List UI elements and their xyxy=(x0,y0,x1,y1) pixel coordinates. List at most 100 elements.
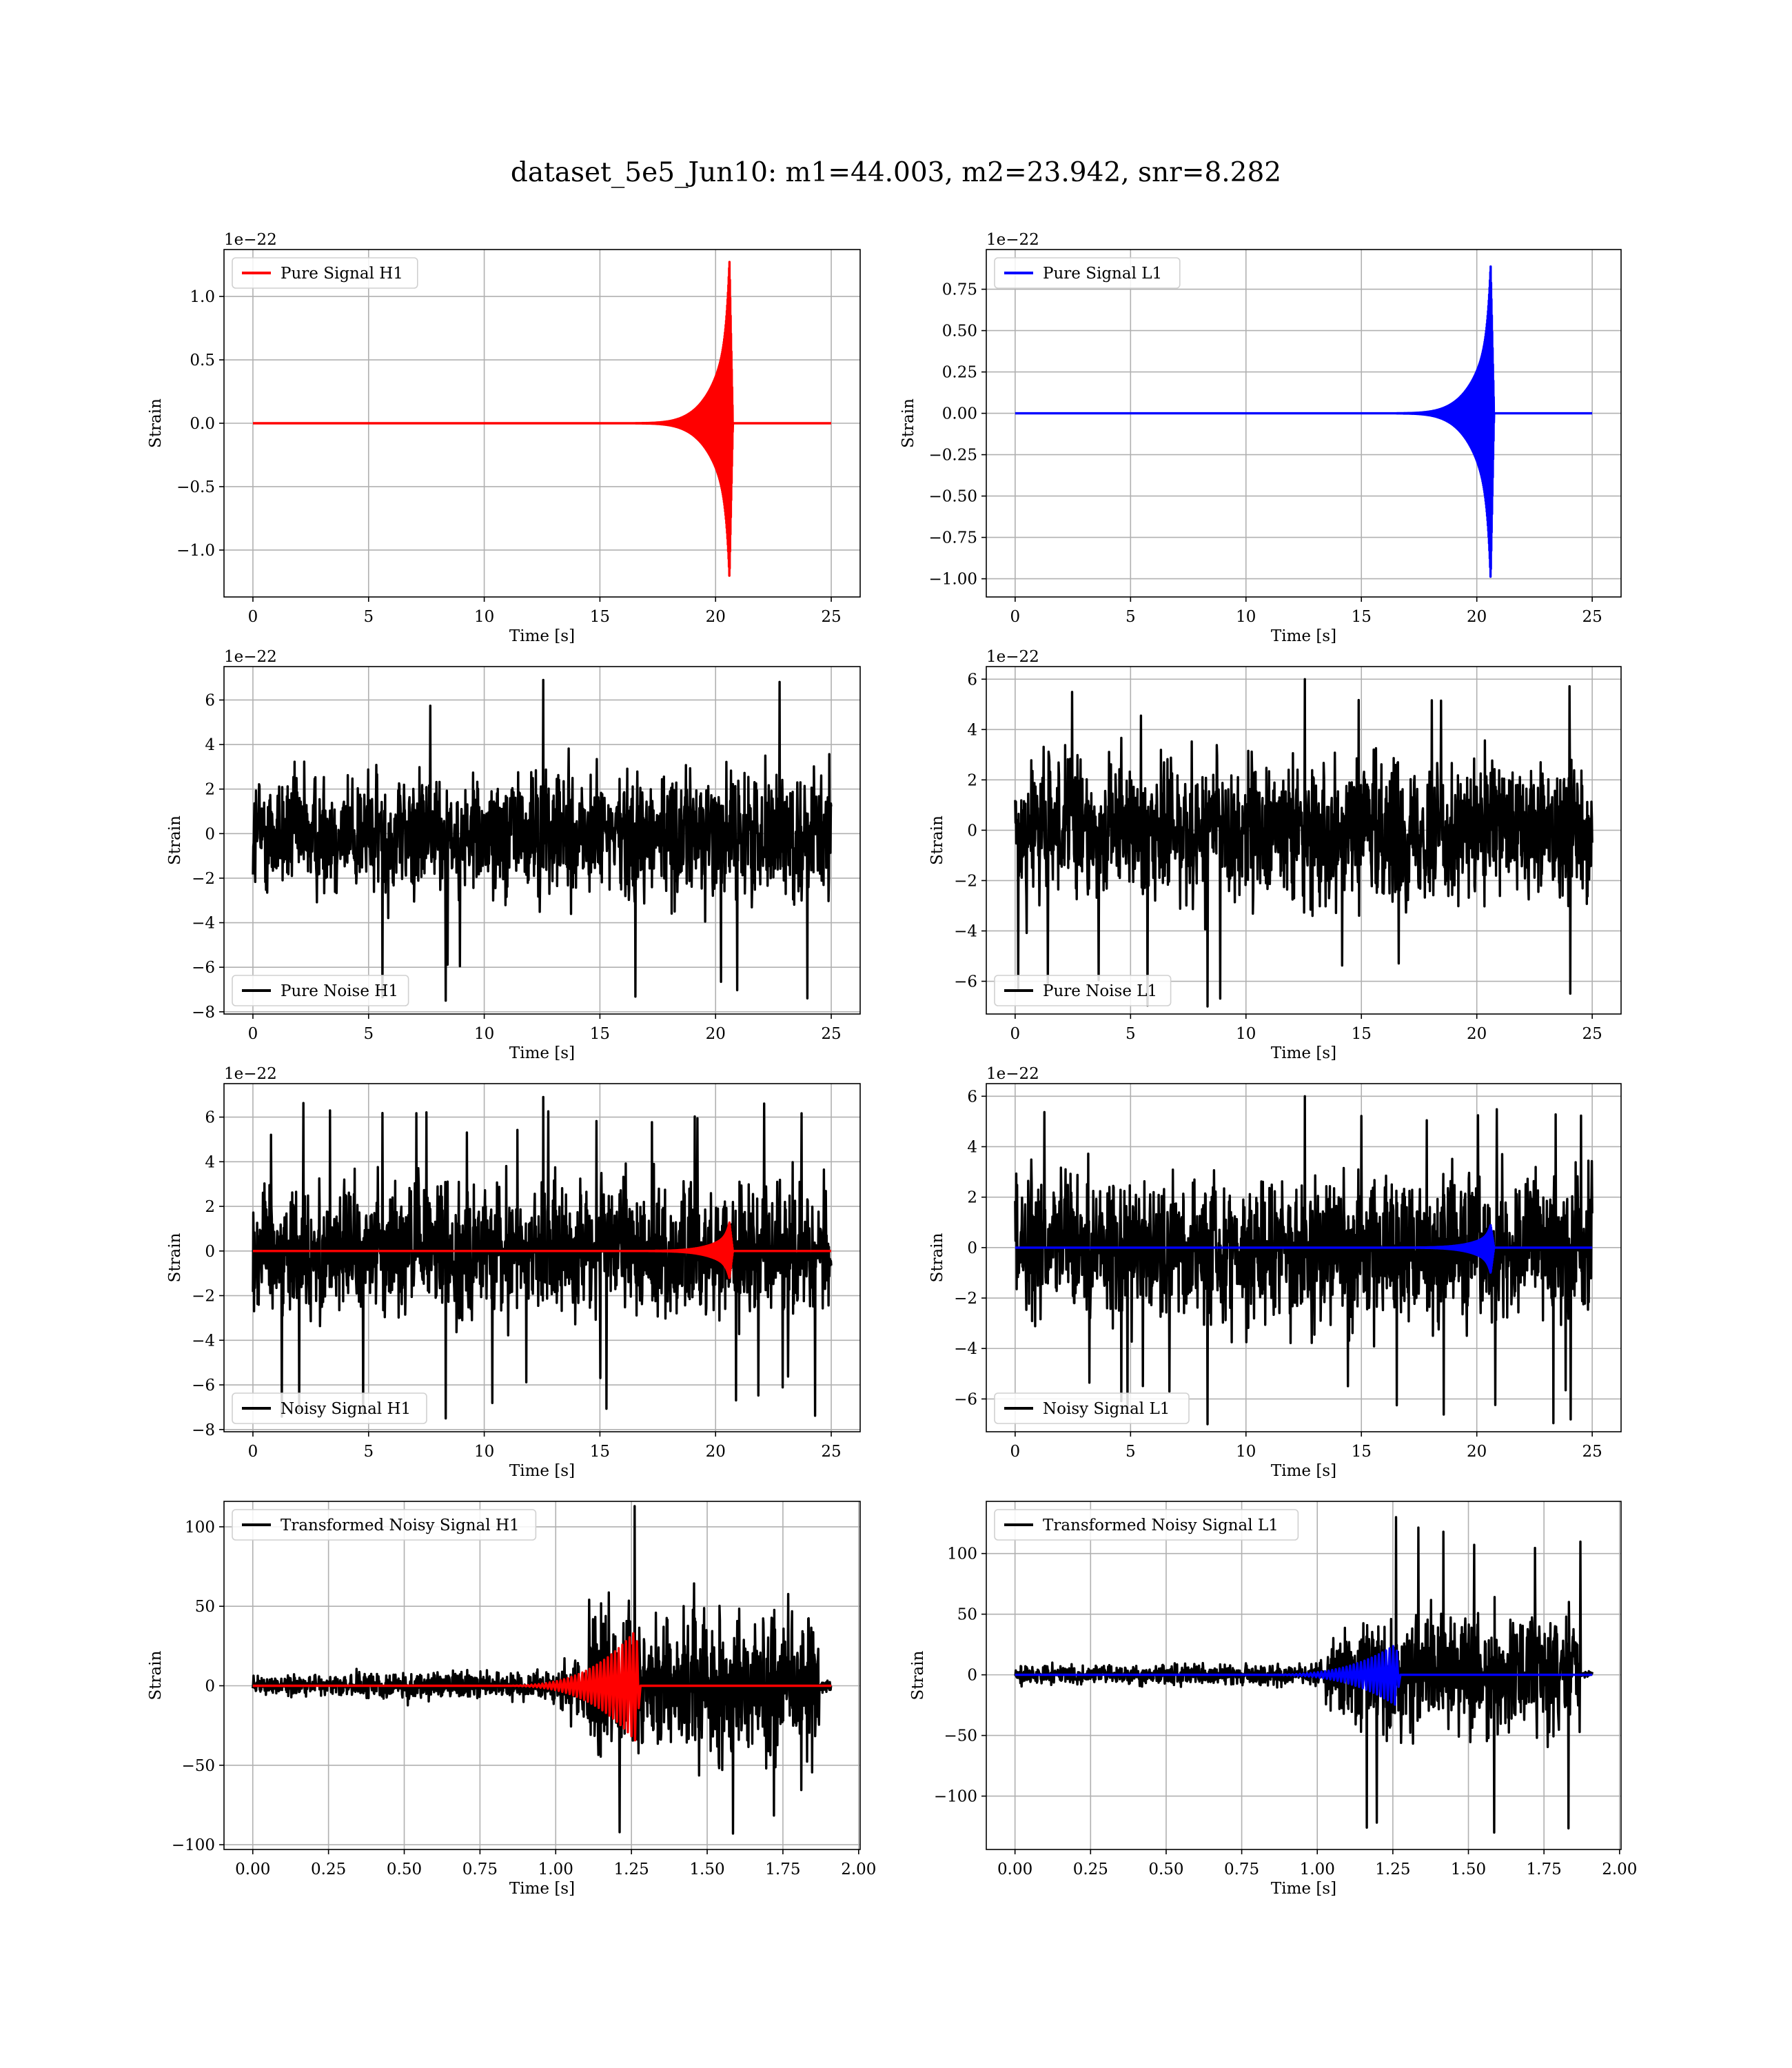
x-tick-label: 25 xyxy=(1582,1443,1602,1461)
axes-frame xyxy=(986,1083,1622,1432)
legend-box xyxy=(232,1392,427,1424)
x-tick-label: 15 xyxy=(1352,1443,1372,1461)
y-tick-label: 0.50 xyxy=(942,323,977,341)
x-tick-label: 0 xyxy=(1010,1443,1021,1461)
x-tick-label: 0.50 xyxy=(387,1861,422,1878)
y-tick-label: 50 xyxy=(957,1606,977,1624)
y-tick-label: −100 xyxy=(172,1836,215,1854)
y-tick-label: −0.25 xyxy=(929,447,977,465)
x-tick-label: 20 xyxy=(1467,608,1487,626)
y-tick-label: 0.5 xyxy=(190,352,215,369)
series-line-chirp-1 xyxy=(1015,1224,1593,1274)
x-tick-label: 20 xyxy=(706,1443,726,1461)
x-tick-label: 25 xyxy=(821,1025,841,1043)
legend: Transformed Noisy Signal H1 xyxy=(232,1509,537,1541)
x-tick-label: 1.50 xyxy=(689,1861,724,1878)
y-tick-label: −2 xyxy=(192,1288,215,1306)
y-tick-label: −1.00 xyxy=(929,571,977,589)
panel-transformed-noisy-signal-h1: 0.00 0.25 0.50 0.75 1.00 1.25 1.50 1.75 2.00 −100… xyxy=(147,1501,876,1898)
x-tick-label: 0.25 xyxy=(1073,1861,1108,1878)
y-tick-label: 0 xyxy=(967,1667,977,1685)
axes-frame xyxy=(986,666,1622,1015)
legend: Pure Signal L1 xyxy=(994,257,1181,289)
y-tick-label: 4 xyxy=(967,1138,977,1156)
axes-frame xyxy=(986,249,1622,598)
legend-box xyxy=(994,975,1172,1006)
y-tick-label: −2 xyxy=(954,872,977,890)
y-tick-label: 50 xyxy=(195,1598,215,1616)
x-tick-label: 2.00 xyxy=(1602,1861,1637,1878)
series-line-transformed-noisy-signal-h1 xyxy=(252,1505,833,1835)
axes-frame xyxy=(223,1083,861,1432)
legend-label: Transformed Noisy Signal H1 xyxy=(281,1517,520,1534)
x-tick-label: 20 xyxy=(706,608,726,626)
x-axis-label: Time [s] xyxy=(1271,1880,1336,1898)
y-tick-label: 0 xyxy=(205,1243,215,1261)
legend-label: Pure Signal H1 xyxy=(281,265,403,283)
series-line-whitened-chirp-1 xyxy=(252,1632,832,1742)
legend: Pure Noise L1 xyxy=(994,975,1172,1006)
axes-frame xyxy=(223,666,861,1015)
x-tick-label: 25 xyxy=(1582,1025,1602,1043)
y-tick-label: −4 xyxy=(192,1332,215,1350)
x-axis-label: Time [s] xyxy=(509,1880,575,1898)
legend-box xyxy=(994,1509,1299,1541)
y-tick-label: −6 xyxy=(954,1390,977,1408)
offset-text: 1e−22 xyxy=(224,1065,277,1083)
axes-frame xyxy=(223,1501,861,1850)
y-tick-label: 6 xyxy=(205,1109,215,1127)
x-axis-label: Time [s] xyxy=(1271,1462,1336,1480)
y-tick-label: −1.0 xyxy=(176,542,215,560)
offset-text: 1e−22 xyxy=(986,1065,1039,1083)
x-tick-label: 10 xyxy=(474,608,494,626)
y-tick-label: −0.5 xyxy=(176,478,215,496)
y-tick-label: −6 xyxy=(954,973,977,991)
legend-label: Pure Signal L1 xyxy=(1043,265,1162,283)
y-tick-label: 0 xyxy=(967,822,977,840)
panel-pure-signal-l1: 0 5 10 15 20 25 −1.00 −0.75 −0.50 −0.25 0.00 0.25 0.… xyxy=(899,231,1622,645)
legend-box xyxy=(994,257,1181,289)
legend-box xyxy=(994,1392,1190,1424)
panel-noisy-signal-h1: 0 5 10 15 20 25 −8 −6 −4 −2 0 2 4 6 Time [s] Strain 1e−2… xyxy=(166,1065,861,1480)
x-tick-label: 20 xyxy=(1467,1443,1487,1461)
x-tick-label: 10 xyxy=(474,1025,494,1043)
y-tick-label: 4 xyxy=(205,1153,215,1171)
panel-transformed-noisy-signal-l1: 0.00 0.25 0.50 0.75 1.00 1.25 1.50 1.75 2.00 −100… xyxy=(909,1501,1637,1898)
x-tick-label: 0.75 xyxy=(1224,1861,1259,1878)
x-tick-label: 5 xyxy=(1126,1025,1136,1043)
x-tick-label: 0 xyxy=(248,608,258,626)
y-tick-label: −100 xyxy=(934,1788,977,1806)
x-axis-label: Time [s] xyxy=(509,1044,575,1062)
legend-label: Pure Noise L1 xyxy=(1043,982,1157,1000)
x-tick-label: 10 xyxy=(1236,1025,1256,1043)
x-tick-label: 1.25 xyxy=(1375,1861,1410,1878)
y-axis-label: Strain xyxy=(899,398,917,448)
x-tick-label: 2.00 xyxy=(841,1861,876,1878)
x-tick-label: 5 xyxy=(363,1025,374,1043)
x-tick-label: 10 xyxy=(1236,1443,1256,1461)
y-tick-label: −50 xyxy=(944,1727,977,1745)
y-tick-label: 2 xyxy=(967,1189,977,1207)
x-tick-label: 10 xyxy=(474,1443,494,1461)
legend: Pure Noise H1 xyxy=(232,975,409,1006)
y-tick-label: 6 xyxy=(967,1088,977,1106)
legend-label: Noisy Signal H1 xyxy=(281,1400,411,1418)
x-axis-label: Time [s] xyxy=(509,1462,575,1480)
x-tick-label: 0 xyxy=(248,1025,258,1043)
y-tick-label: 4 xyxy=(205,736,215,754)
x-tick-label: 1.00 xyxy=(538,1861,573,1878)
x-tick-label: 1.25 xyxy=(614,1861,649,1878)
y-tick-label: 2 xyxy=(205,781,215,799)
x-tick-label: 1.00 xyxy=(1300,1861,1335,1878)
y-tick-label: 1.0 xyxy=(190,288,215,306)
legend-box xyxy=(232,257,418,289)
y-tick-label: 100 xyxy=(185,1519,215,1537)
y-tick-label: −2 xyxy=(954,1290,977,1308)
series-line-noisy-signal-h1 xyxy=(252,1095,833,1420)
legend: Transformed Noisy Signal L1 xyxy=(994,1509,1299,1541)
panel-pure-noise-l1: 0 5 10 15 20 25 −6 −4 −2 0 2 4 6 Time [s] Strain 1e−22 P… xyxy=(928,648,1622,1062)
series-line-pure-noise-l1 xyxy=(1014,678,1594,1008)
series-line-chirp-1 xyxy=(253,1221,831,1279)
legend-label: Pure Noise H1 xyxy=(281,982,398,1000)
x-tick-label: 5 xyxy=(363,608,374,626)
